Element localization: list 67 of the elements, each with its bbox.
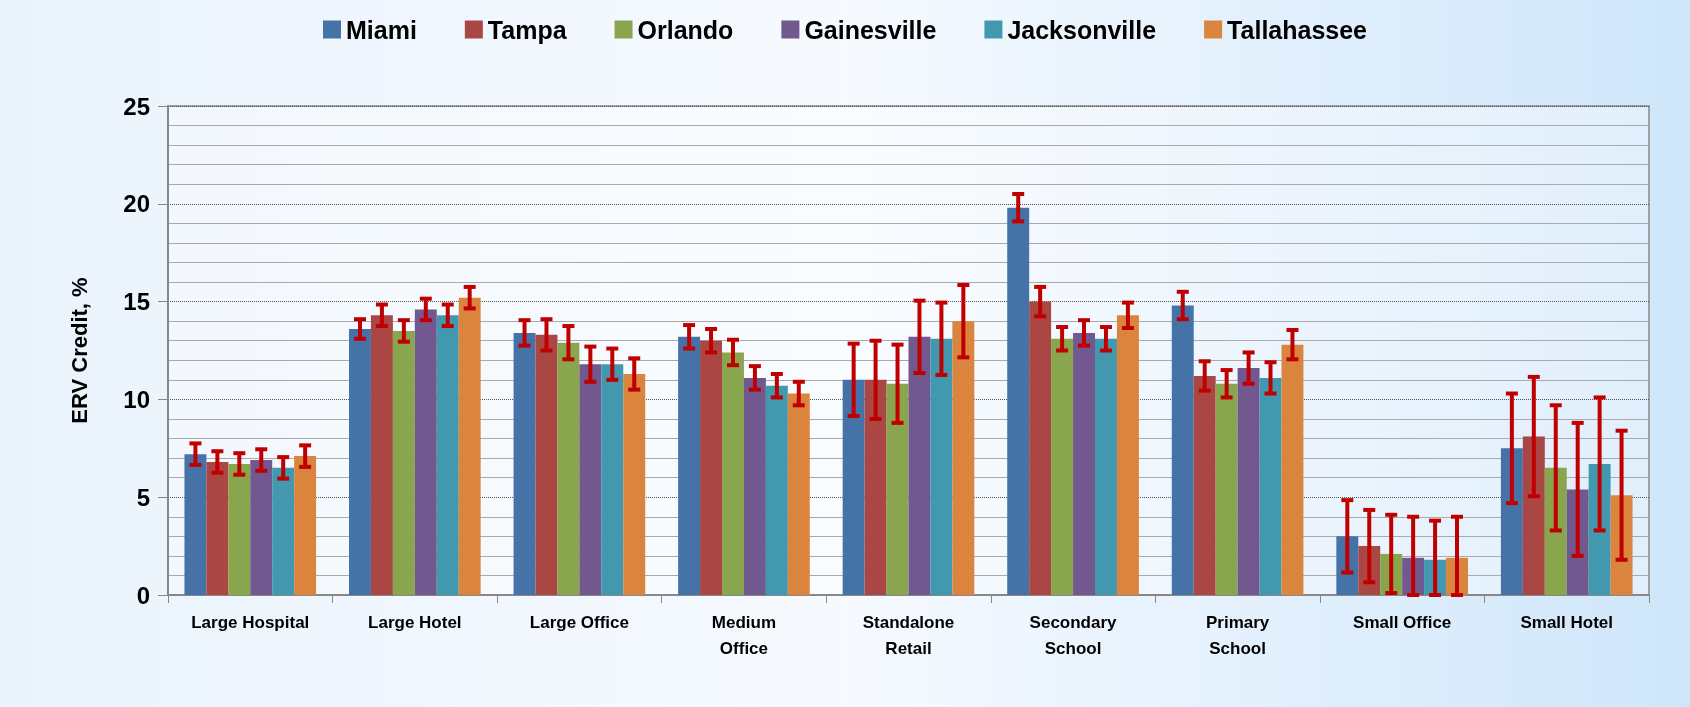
bar [864,379,887,595]
bar [765,385,788,595]
bar [1171,305,1194,595]
x-tick-label: Secondary School [1029,612,1118,658]
bar [579,364,602,595]
y-tick-label: 5 [136,483,150,511]
bar [623,373,646,595]
legend-label: Miami [345,15,417,44]
legend-label: Tallahassee [1227,15,1368,44]
legend-label: Orlando [637,15,734,44]
bar [886,383,909,595]
bar [557,342,580,595]
bar [1237,368,1260,595]
y-tick-label: 0 [136,581,150,609]
x-tick-label: Large Office [529,612,629,632]
legend-label: Tampa [487,15,568,44]
x-tick-label: Small Office [1353,612,1452,632]
bar [294,456,317,595]
bar [228,463,251,595]
bar [535,334,558,595]
bar [842,379,865,595]
bar [513,332,536,595]
bar [1500,448,1523,595]
legend-label: Gainesville [804,15,937,44]
y-axis-title: ERV Credit, % [66,277,92,424]
x-tick-label: Medium Office [711,612,777,658]
bar [458,297,481,595]
x-tick-label: Large Hotel [368,612,462,632]
bar [370,315,393,595]
bar [414,309,437,595]
bar [1281,344,1304,595]
bar [700,340,722,595]
bar [184,454,207,595]
bar [272,467,295,595]
bar [206,461,229,595]
bar [1215,383,1238,595]
bar [250,460,273,595]
bar [349,328,371,595]
y-tick-label: 20 [123,190,150,218]
bar [787,393,810,595]
y-tick-label: 10 [123,385,150,413]
bar [1073,332,1095,595]
bar [678,336,701,595]
y-tick-label: 25 [123,92,150,120]
bar [930,338,953,595]
bar [1095,338,1117,595]
x-tick-label: Standalone Retail [862,612,955,658]
bar [743,377,766,595]
bar [601,364,624,595]
bar [1259,377,1282,595]
legend-label: Jacksonville [1007,15,1157,44]
bar [1522,436,1545,595]
x-tick-label: Large Hospital [191,612,310,632]
x-tick-label: Small Hotel [1520,612,1614,632]
bar [908,336,931,595]
bar [1116,315,1139,595]
bar [952,321,975,595]
bar [392,330,415,595]
bar [1007,207,1030,595]
x-tick-label: Primary School [1205,612,1270,658]
bar [1051,338,1074,595]
bar [1544,467,1567,595]
y-tick-label: 15 [123,288,150,316]
bar [436,315,459,595]
bar [1029,301,1052,595]
bar [1193,375,1216,595]
bar [722,352,744,595]
